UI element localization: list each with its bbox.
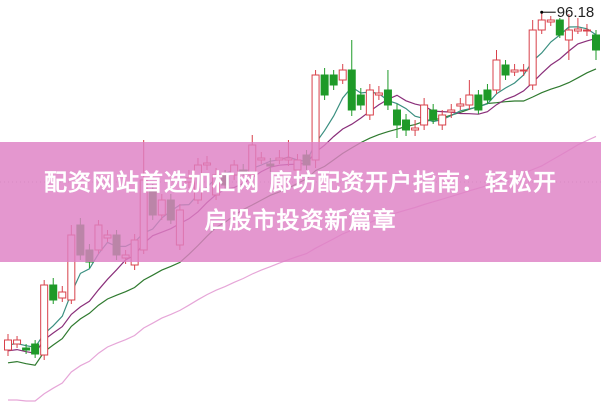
candle-down xyxy=(555,19,564,36)
candle-up xyxy=(492,59,501,91)
candle-down xyxy=(501,64,510,76)
candle-up xyxy=(573,28,582,32)
candle-down xyxy=(474,94,483,111)
candle-up xyxy=(465,94,474,106)
candle-up xyxy=(58,291,67,299)
candle-up xyxy=(40,284,49,356)
candle-up xyxy=(456,103,465,107)
candle-down xyxy=(592,34,600,51)
candle-up xyxy=(338,69,347,81)
candle-down xyxy=(383,89,392,106)
candle-up xyxy=(546,19,555,23)
candle-up xyxy=(447,109,456,113)
candle-up xyxy=(510,69,519,73)
candle-up xyxy=(438,114,447,126)
candle-up xyxy=(528,29,537,86)
candle-down xyxy=(392,109,401,126)
candle-up xyxy=(564,29,573,41)
candle-down xyxy=(329,74,338,86)
candle-up xyxy=(4,339,12,351)
max-price-label: 96.18 xyxy=(557,4,595,21)
candle-down xyxy=(22,347,31,351)
candle-down xyxy=(347,69,356,111)
title-banner: 配资网站首选加杠网 廊坊配资开户指南：轻松开 启股市投资新篇章 xyxy=(0,142,601,262)
candle-down xyxy=(483,89,492,101)
candle-up xyxy=(411,127,420,131)
banner-title-line1: 配资网站首选加杠网 廊坊配资开户指南：轻松开 xyxy=(43,170,557,196)
candle-down xyxy=(402,119,411,131)
banner-title-line2: 启股市投资新篇章 xyxy=(204,208,397,234)
candle-down xyxy=(320,74,329,96)
candle-up xyxy=(420,104,429,126)
candle-up xyxy=(365,89,374,116)
candle-up xyxy=(582,29,591,32)
candle-up xyxy=(537,19,546,31)
candle-down xyxy=(49,284,58,301)
candle-down xyxy=(429,109,438,121)
candle-up xyxy=(519,69,528,72)
candle-up xyxy=(374,92,383,96)
candle-down xyxy=(356,94,365,106)
candle-down xyxy=(31,343,40,355)
candle-up xyxy=(13,339,22,345)
